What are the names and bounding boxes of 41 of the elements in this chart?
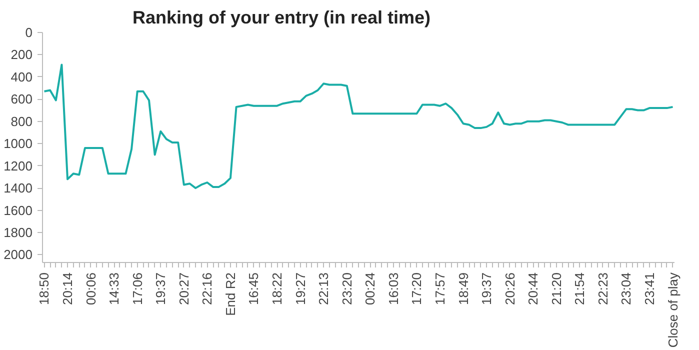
x-tick-label: 20:26: [502, 272, 518, 306]
y-tick-label: 1600: [4, 202, 32, 218]
x-tick-label: 17:20: [409, 272, 424, 306]
y-tick-label: 0: [25, 25, 33, 40]
y-tick-label: 200: [10, 47, 33, 62]
x-tick-label: 00:24: [362, 272, 378, 306]
x-tick-label: 18:49: [456, 272, 471, 306]
y-tick-label: 400: [10, 69, 33, 84]
y-tick-label: 1400: [4, 180, 32, 196]
x-tick-label: 00:06: [83, 272, 98, 306]
x-tick-label: 22:23: [595, 272, 610, 306]
x-tick-label: 20:14: [60, 272, 76, 306]
x-tick-label: 19:27: [292, 272, 308, 306]
x-tick-label: 19:37: [153, 272, 168, 306]
y-tick-label: 2000: [4, 247, 32, 262]
x-tick-label: 21:54: [572, 272, 588, 306]
chart-title: Ranking of your entry (in real time): [132, 8, 431, 28]
y-tick-label: 1200: [4, 158, 32, 174]
x-tick-label: 23:20: [339, 272, 354, 306]
x-tick-label: 17:57: [432, 272, 448, 306]
x-tick-label: 21:20: [548, 272, 564, 306]
x-tick-label: Close of play: [665, 272, 680, 348]
x-tick-label: 20:27: [176, 272, 192, 306]
x-tick-label: 18:50: [36, 272, 52, 306]
x-tick-label: 16:45: [246, 272, 262, 306]
x-tick-label: 22:16: [200, 272, 215, 306]
x-tick-label: 18:22: [270, 272, 285, 306]
x-tick-label: End R2: [222, 272, 238, 316]
x-tick-label: 17:06: [130, 272, 145, 306]
x-tick-label: 23:04: [618, 272, 634, 306]
x-tick-label: 16:03: [386, 272, 401, 306]
y-tick-label: 1000: [4, 136, 32, 152]
x-tick-label: 22:13: [316, 272, 332, 306]
x-tick-label: 14:33: [106, 272, 122, 306]
y-tick-label: 1800: [4, 225, 32, 240]
y-tick-label: 800: [10, 114, 33, 129]
line-series: [43, 64, 674, 190]
x-tick-label: 23:41: [642, 272, 657, 306]
x-tick-label: 19:37: [479, 272, 494, 306]
x-tick-label: 20:44: [526, 272, 541, 306]
y-tick-label: 600: [10, 92, 33, 107]
